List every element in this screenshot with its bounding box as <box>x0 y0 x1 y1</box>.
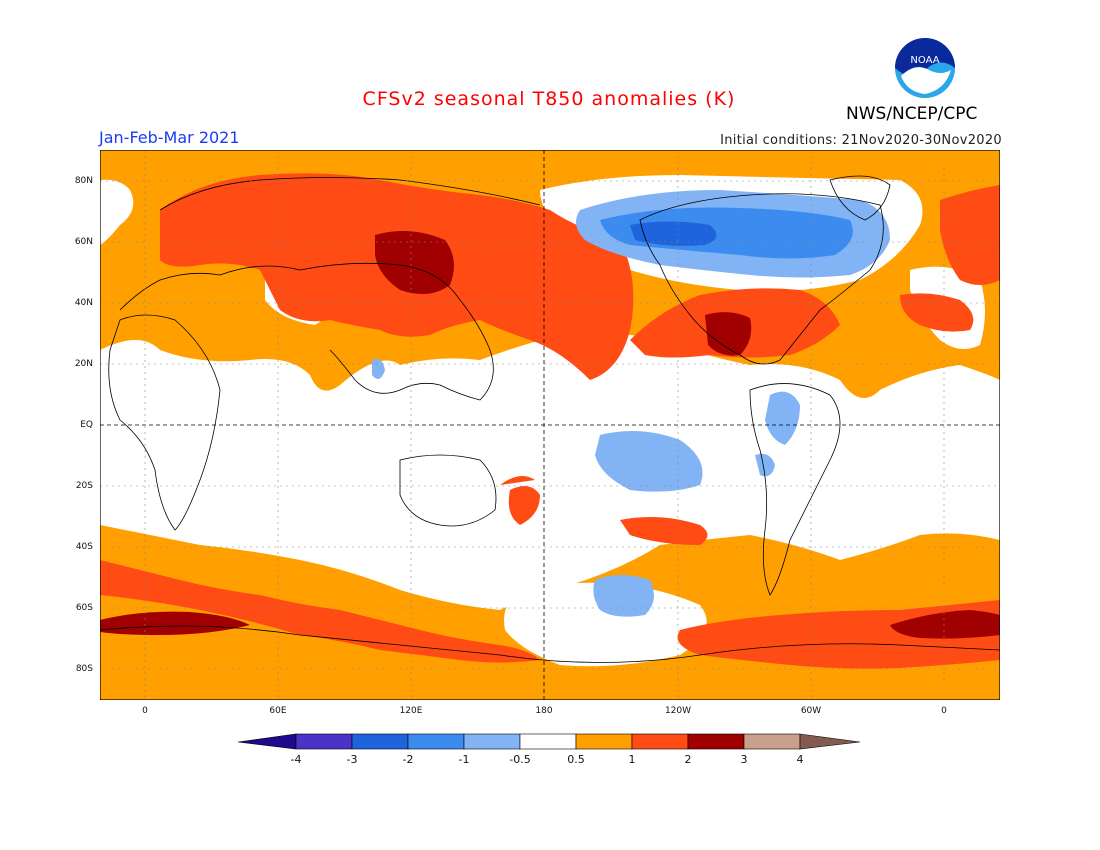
colorbar-swatch <box>799 733 861 750</box>
lat-label: 20N <box>74 359 93 369</box>
lon-label: 60E <box>269 706 287 716</box>
lon-label: 0 <box>142 706 148 716</box>
lon-label: 180 <box>535 706 553 716</box>
colorbar-swatches <box>237 733 861 750</box>
colorbar-swatch <box>575 733 633 750</box>
colorbar-swatch <box>463 733 521 750</box>
colorbar-label: -2 <box>402 753 414 766</box>
strong-warm-anomaly-regions <box>100 231 1000 639</box>
lat-label: 80S <box>75 664 93 674</box>
colorbar-swatch <box>295 733 353 750</box>
strong-cool-anomaly-regions <box>630 221 717 246</box>
colorbar-label: -0.5 <box>509 753 531 766</box>
moderate-cool-anomaly-regions <box>600 207 853 259</box>
lon-label: 0 <box>941 706 947 716</box>
colorbar-swatch <box>687 733 745 750</box>
lon-label: 60W <box>800 706 822 716</box>
coastlines <box>99 175 1001 663</box>
lat-label: 80N <box>74 176 93 186</box>
map-canvas <box>99 149 1001 701</box>
colorbar-swatch <box>237 733 297 750</box>
colorbar-label: -1 <box>458 753 470 766</box>
map-title: CFSv2 seasonal T850 anomalies (K) <box>362 88 736 110</box>
agency-label: NWS/NCEP/CPC <box>846 104 978 124</box>
colorbar-label: 2 <box>684 753 692 766</box>
noaa-logo: NOAA <box>895 38 955 98</box>
lon-label: 120E <box>399 706 423 716</box>
colorbar-label: -3 <box>346 753 358 766</box>
colorbar-label: 3 <box>740 753 748 766</box>
colorbar-swatch <box>519 733 577 750</box>
lat-label: 60S <box>75 603 93 613</box>
colorbar-swatch <box>631 733 689 750</box>
lat-label: EQ <box>80 420 93 430</box>
colorbar-label: 4 <box>796 753 804 766</box>
svg-text:NOAA: NOAA <box>910 55 939 66</box>
lat-label: 40N <box>74 298 93 308</box>
forecast-period: Jan-Feb-Mar 2021 <box>99 128 240 147</box>
lon-label: 120W <box>664 706 692 716</box>
lat-label: 40S <box>75 542 93 552</box>
lat-label: 20S <box>75 481 93 491</box>
colorbar-swatch <box>743 733 801 750</box>
colorbar-label: -4 <box>290 753 302 766</box>
colorbar-swatch <box>351 733 409 750</box>
colorbar: -4 -3 -2 -1 -0.5 0.5 1 2 3 4 <box>237 732 862 772</box>
colorbar-label: 0.5 <box>567 753 585 766</box>
colorbar-label: 1 <box>628 753 636 766</box>
anomaly-map <box>99 149 1001 701</box>
lat-label: 60N <box>74 237 93 247</box>
colorbar-swatch <box>407 733 465 750</box>
initial-conditions: Initial conditions: 21Nov2020-30Nov2020 <box>720 133 1002 148</box>
graticule <box>100 150 1000 700</box>
